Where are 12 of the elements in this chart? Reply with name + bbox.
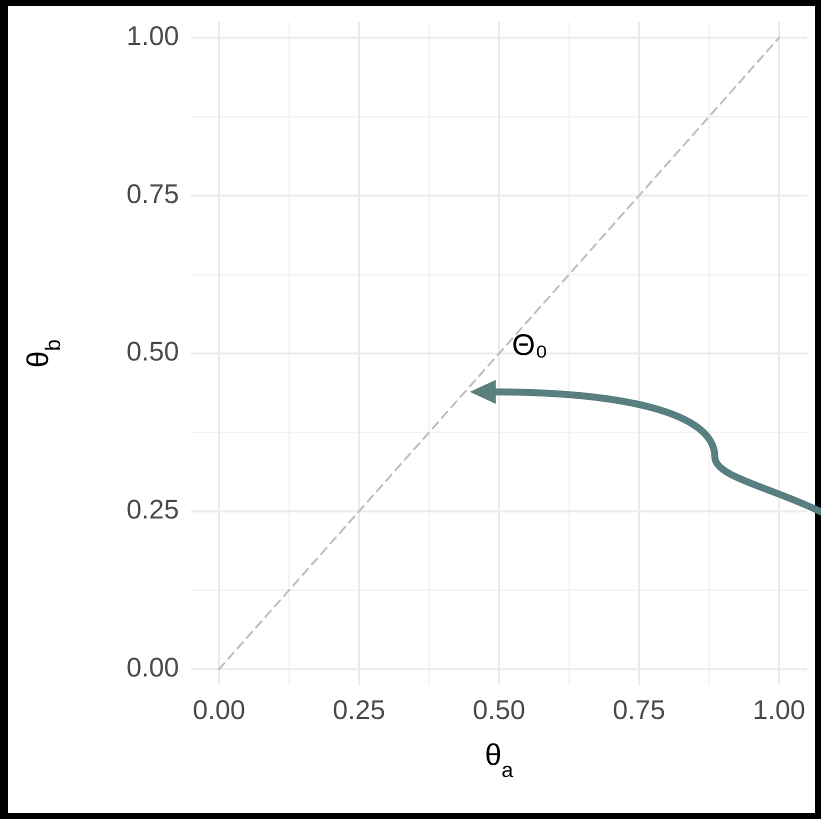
annotation: Θ₀ — [512, 328, 548, 362]
x-tick-label: 0.00 — [192, 695, 246, 725]
y-tick-label: 0.00 — [126, 652, 179, 682]
x-tick-label: 0.75 — [612, 695, 666, 725]
y-tick-label: 0.50 — [126, 336, 179, 367]
y-tick-label: 1.00 — [126, 20, 179, 51]
x-axis-title: θ$_{a}$ — [484, 739, 514, 782]
x-tick-label: 0.25 — [332, 695, 386, 725]
x-tick-label: 1.00 — [752, 695, 806, 725]
y-tick-label: 0.75 — [126, 178, 179, 209]
y-tick-label: 0.25 — [126, 494, 179, 524]
x-tick-label: 0.50 — [472, 695, 526, 725]
